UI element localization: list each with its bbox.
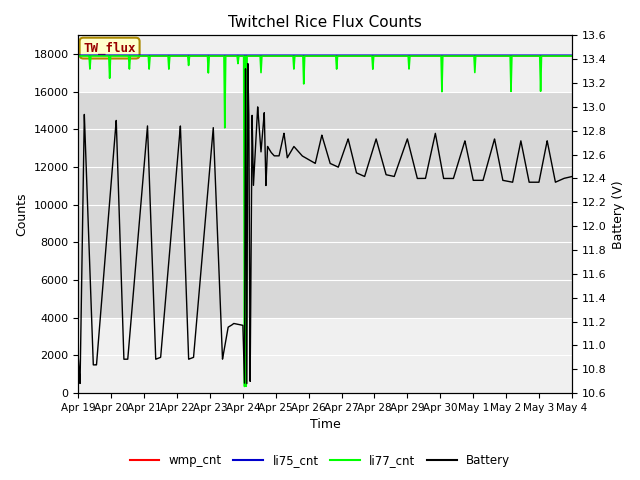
X-axis label: Time: Time	[310, 419, 340, 432]
Text: TW_flux: TW_flux	[83, 41, 136, 55]
Y-axis label: Counts: Counts	[15, 192, 28, 236]
Bar	[79, 92, 572, 318]
Y-axis label: Battery (V): Battery (V)	[612, 180, 625, 249]
Legend: wmp_cnt, li75_cnt, li77_cnt, Battery: wmp_cnt, li75_cnt, li77_cnt, Battery	[125, 449, 515, 472]
Title: Twitchel Rice Flux Counts: Twitchel Rice Flux Counts	[228, 15, 422, 30]
